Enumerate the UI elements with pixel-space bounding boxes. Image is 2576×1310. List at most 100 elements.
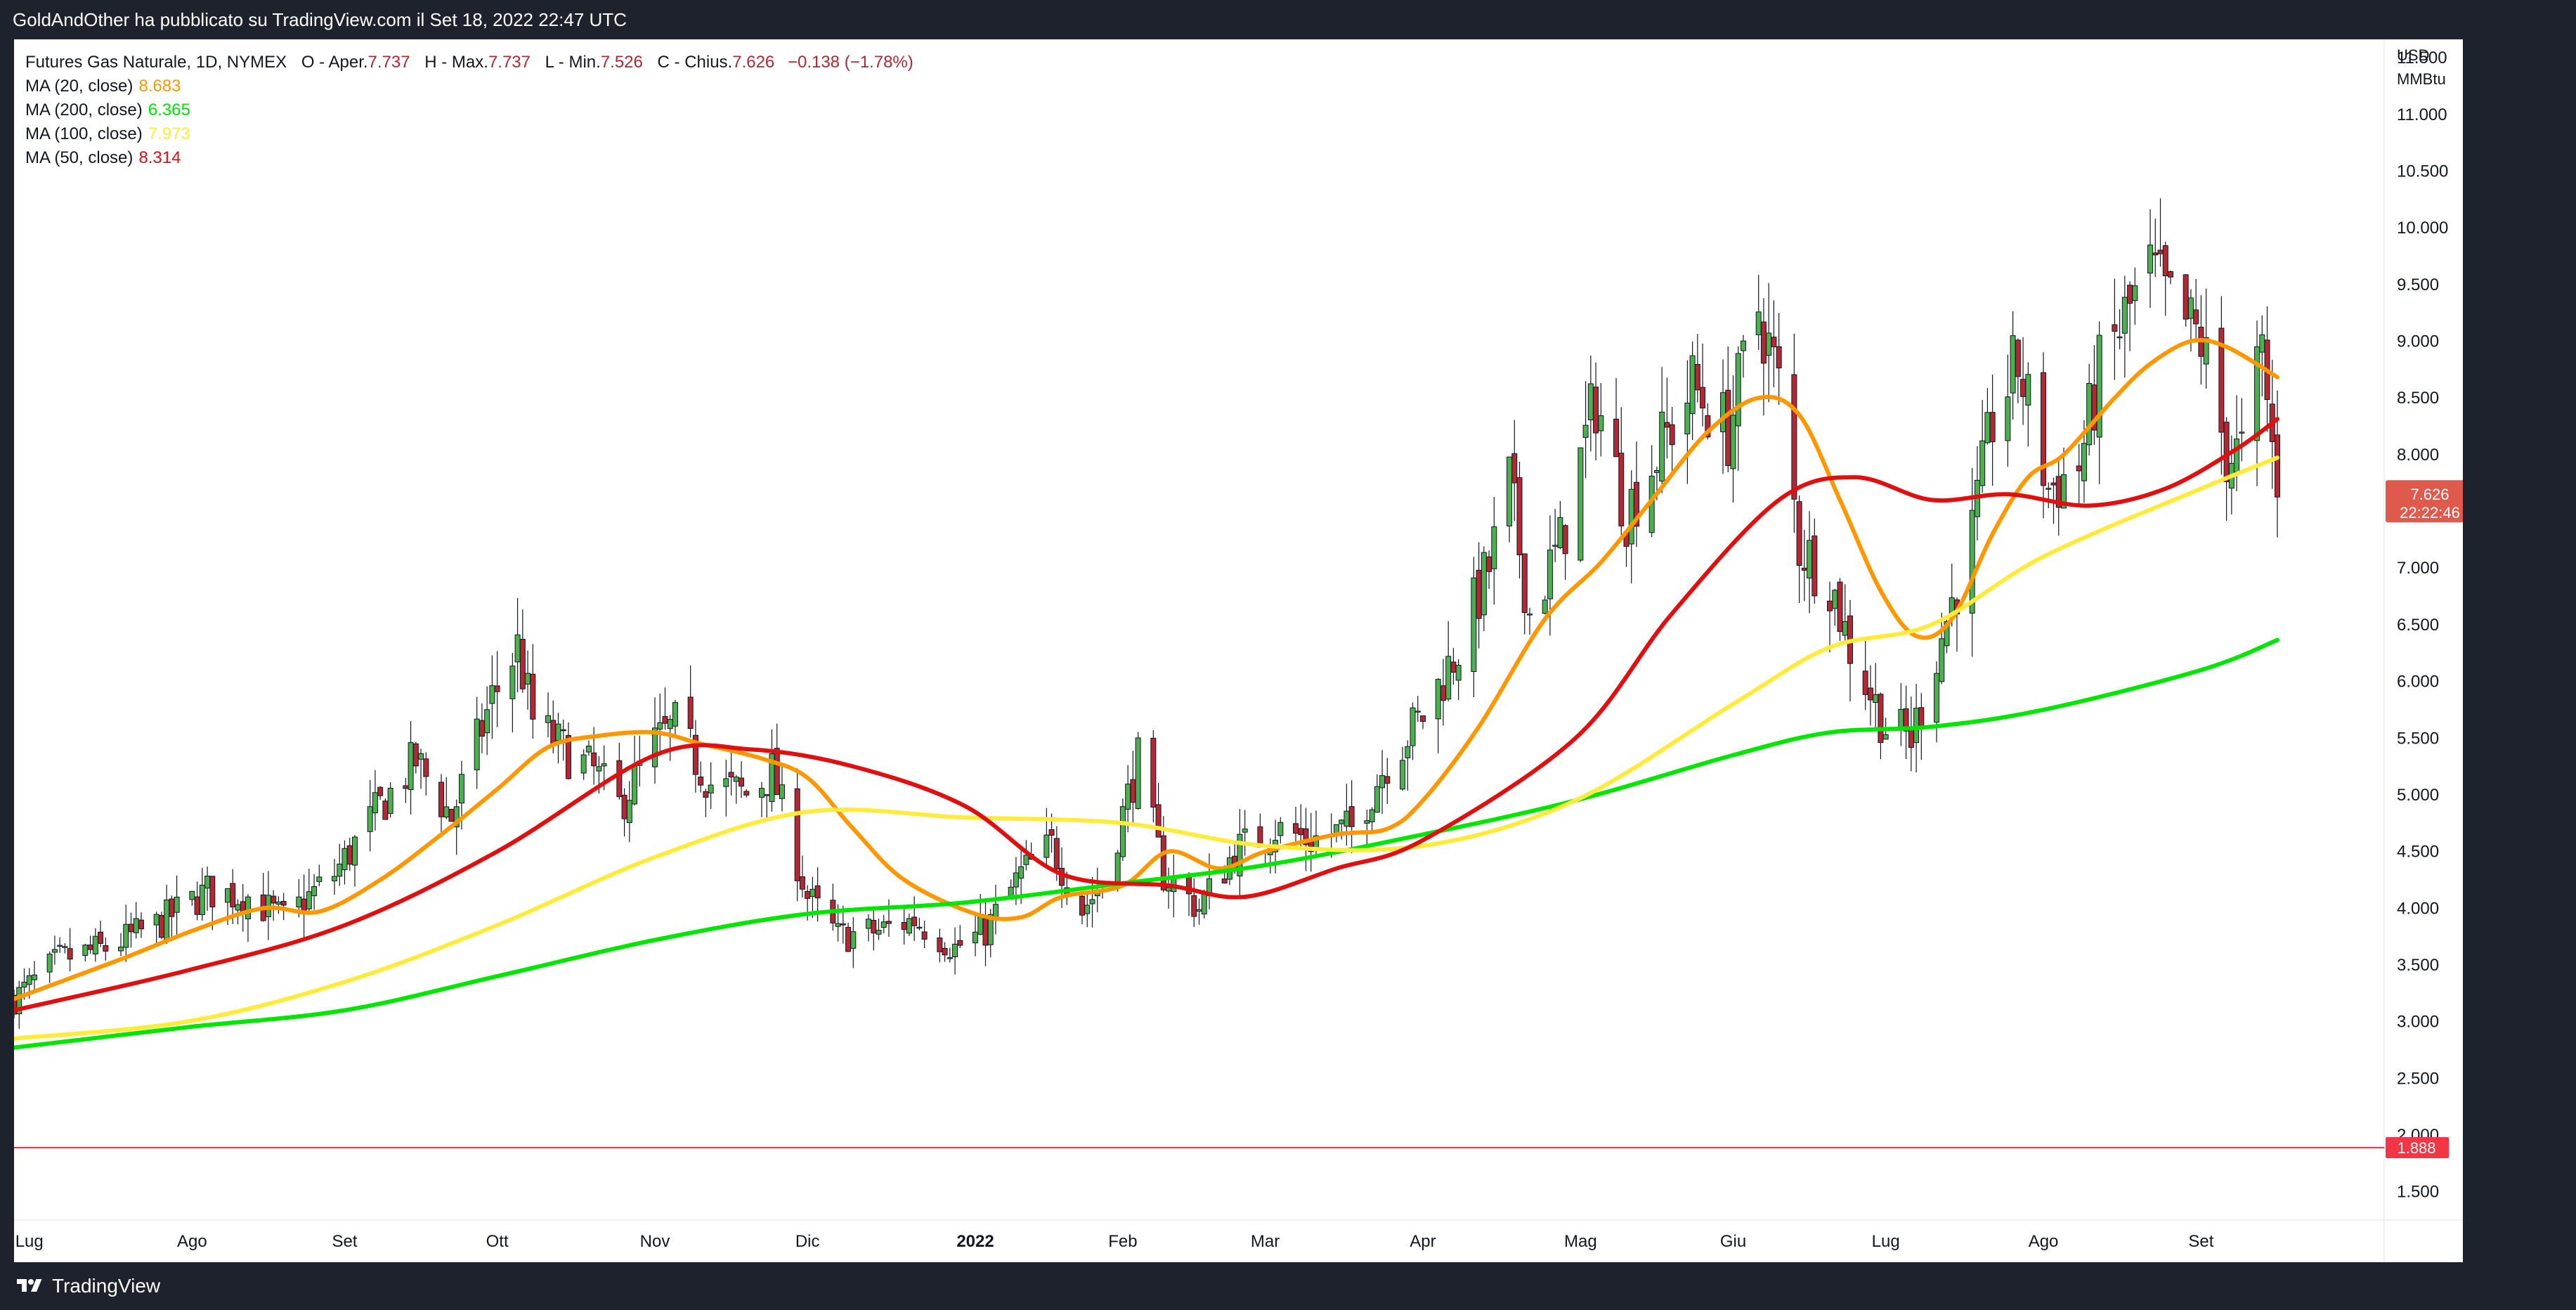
candle-body [423, 758, 429, 777]
candle-body [1628, 488, 1634, 545]
y-tick-label: 5.500 [2397, 729, 2439, 748]
moving-average-line [14, 455, 2279, 1041]
candle-body [138, 919, 144, 930]
candle-body [2025, 374, 2031, 406]
candle-body [1414, 711, 1421, 713]
candle-body [1135, 737, 1141, 810]
ma-row-200[interactable]: MA (200, close) 6.365 [25, 98, 913, 122]
candle-body [1664, 422, 1670, 428]
candle-body [225, 888, 231, 903]
candle-body [1979, 440, 1986, 486]
candle-body [519, 639, 526, 689]
candle-body [245, 896, 251, 919]
candle-body [1516, 477, 1523, 556]
tradingview-brand[interactable]: TradingView [14, 1262, 160, 1310]
candle-body [1557, 517, 1563, 548]
candle-body [1013, 872, 1019, 888]
price-chart[interactable]: 1.5002.0002.5003.0003.5004.0004.5005.000… [14, 39, 2463, 1262]
candle-body [1552, 545, 1559, 547]
candle-body [194, 896, 200, 915]
candle-body [1684, 402, 1691, 435]
candle-body [1878, 694, 1884, 744]
candle-body [1842, 621, 1848, 636]
candle-body [1201, 893, 1207, 915]
brand-name: TradingView [52, 1275, 161, 1297]
candle-body [764, 794, 770, 796]
y-tick-label: 1.500 [2397, 1183, 2439, 1202]
candle-body [901, 922, 907, 930]
candle-body [1934, 673, 1940, 723]
candle-body [351, 836, 358, 866]
candle-body [2167, 271, 2173, 278]
instrument-label[interactable]: Futures Gas Naturale, 1D, NYMEX [25, 53, 287, 72]
candle-body [733, 777, 739, 782]
candle-body [474, 718, 480, 770]
candle-body [1827, 600, 1833, 611]
candle-body [51, 949, 58, 953]
candle-body [1755, 311, 1762, 335]
candle-body [1237, 834, 1243, 876]
candle-body [585, 746, 592, 753]
candle-body [530, 673, 536, 720]
candle-body [372, 792, 378, 814]
candle-body [118, 946, 124, 952]
candle-body [1807, 540, 1813, 578]
candle-body [479, 720, 485, 737]
candle-body [1160, 835, 1166, 890]
candle-body [1740, 340, 1746, 351]
candle-body [1908, 727, 1914, 748]
candle-body [698, 777, 704, 786]
x-tick-label: Mag [1564, 1232, 1597, 1251]
y-tick-label: 11.000 [2397, 105, 2447, 124]
candle-body [2060, 474, 2067, 509]
y-tick-label: 11.500 [2397, 48, 2447, 67]
candle-body [1898, 708, 1904, 729]
candle-body [560, 729, 566, 732]
candle-body [1384, 776, 1391, 784]
reference-line-label: 1.888 [2397, 1139, 2435, 1157]
ohlc-close-key: C - Chius. [657, 53, 733, 72]
candle-body [1125, 784, 1131, 810]
candle-body [1526, 614, 1533, 616]
candle-body [271, 895, 277, 904]
candle-body [2162, 245, 2168, 276]
ma-row-100[interactable]: MA (100, close) 7.973 [25, 122, 913, 146]
candle-body [438, 782, 445, 817]
candle-body [1521, 553, 1528, 614]
candle-body [316, 876, 323, 882]
moving-average-line [14, 637, 2279, 1050]
moving-average-line [14, 337, 2279, 1001]
price-change: −0.138 (−1.78%) [787, 53, 913, 72]
x-tick-label: Nov [640, 1232, 670, 1251]
candle-body [1445, 656, 1452, 700]
candle-body [1659, 411, 1665, 482]
candle-body [1582, 424, 1589, 438]
y-tick-label: 5.000 [2397, 786, 2439, 805]
candle-body [189, 890, 195, 900]
chart-panel[interactable]: 1.500 2.000 2.500 3.000 3.500 4.000 4.500 5.000… [14, 39, 2463, 1262]
candle-body [1587, 383, 1594, 420]
ohlc-high-value: 7.737 [488, 53, 531, 72]
candle-body [916, 926, 923, 929]
ma-row-20[interactable]: MA (20, close) 8.683 [25, 74, 913, 98]
candle-body [2015, 339, 2021, 377]
candle-body [2086, 382, 2093, 446]
ma-row-50[interactable]: MA (50, close) 8.314 [25, 146, 913, 170]
y-tick-label: 9.000 [2397, 332, 2439, 351]
candle-body [743, 791, 750, 796]
candle-body [296, 896, 302, 908]
y-tick-label: 4.500 [2397, 843, 2439, 862]
candle-body [1507, 456, 1513, 526]
candle-body [1944, 621, 1950, 647]
candle-body [1593, 387, 1599, 434]
candle-body [1598, 415, 1604, 432]
candle-body [1669, 424, 1675, 446]
candle-body [1481, 552, 1487, 616]
candle-body [759, 788, 765, 798]
ohlc-open-value: 7.737 [367, 53, 410, 72]
ma-50-label: MA (50, close) [25, 148, 134, 167]
candle-body [739, 777, 745, 787]
candle-body [1873, 694, 1879, 703]
candle-body [382, 800, 389, 820]
candle-body [1913, 708, 1920, 744]
